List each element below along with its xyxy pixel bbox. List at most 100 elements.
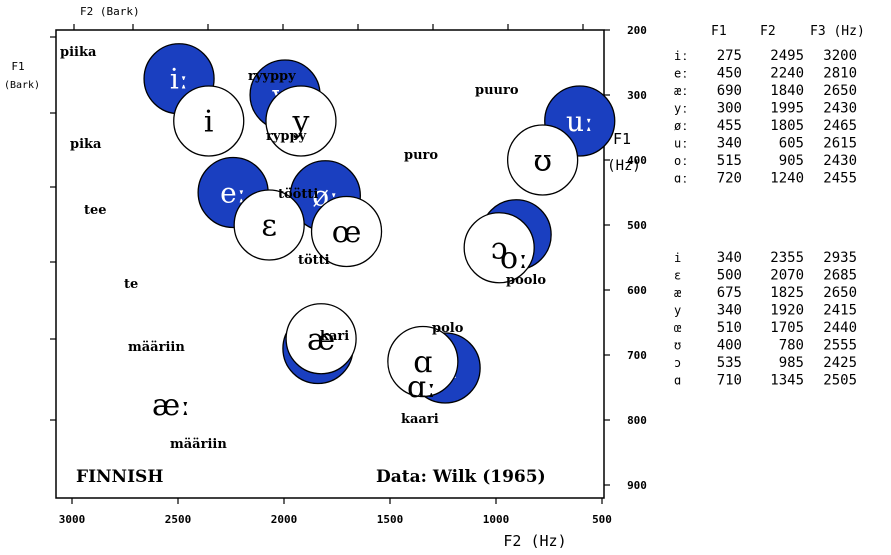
x-tick-label: 2000 [271, 513, 298, 526]
example-word: tötti [298, 253, 330, 268]
y-tick-label: 200 [627, 24, 647, 37]
table-cell: 2240 [770, 66, 804, 82]
vowel-symbol: i [204, 105, 214, 140]
example-word: ryyppy [248, 69, 296, 84]
vowel-symbol: œ [332, 215, 362, 250]
table-header: F2 [760, 24, 776, 39]
x-axis: 3000 2500 2000 1500 1000 500 [59, 498, 612, 526]
table-cell: 2430 [823, 101, 857, 117]
table-cell: 2810 [823, 66, 857, 82]
left-axis-label-bark: (Bark) [4, 80, 40, 91]
table-cell: 2455 [823, 171, 857, 187]
table-cell: 2070 [770, 268, 804, 284]
table-cell: 2685 [823, 268, 857, 284]
table-cell: 1840 [770, 83, 804, 99]
example-word: piika [60, 45, 97, 60]
example-word: määriin [128, 340, 185, 355]
table-cell: ɑː [674, 172, 688, 186]
table-cell: 720 [717, 171, 742, 187]
table-cell: 2495 [770, 48, 804, 64]
table-cell: 2650 [823, 285, 857, 301]
x-axis-label: F2 (Hz) [503, 532, 566, 550]
table-cell: 515 [717, 153, 742, 169]
table-cell: 905 [779, 153, 804, 169]
table-cell: 2650 [823, 83, 857, 99]
table-cell: 1825 [770, 285, 804, 301]
table-cell: yː [674, 102, 688, 116]
vowel-symbol: ɑ [413, 345, 432, 380]
table-cell: 1240 [770, 171, 804, 187]
vowel-symbol-outside: æː [152, 388, 190, 423]
formant-table: F1 F2 F3 (Hz) iː 275 2495 3200 eː 450 2240 2810 æː 6… [674, 24, 865, 389]
y-tick-label: 800 [627, 414, 647, 427]
table-cell: 2465 [823, 118, 857, 134]
table-cell: 690 [717, 83, 742, 99]
x-tick-label: 1000 [483, 513, 510, 526]
x-tick-label: 2500 [165, 513, 192, 526]
vowel-symbol: y [291, 105, 309, 140]
table-cell: 605 [779, 136, 804, 152]
vowel-markers: iːeːæːyːøːuːoːɑːiɛæyœʊɔɑæːoːɑː [143, 43, 616, 423]
table-cell: 535 [717, 355, 742, 371]
table-cell: 340 [717, 136, 742, 152]
vowel-circle [463, 212, 535, 284]
table-cell: 780 [779, 338, 804, 354]
x-tick-label: 1500 [377, 513, 404, 526]
table-cell: ɑ [674, 374, 681, 388]
table-cell: 510 [717, 320, 742, 336]
example-word: tee [84, 203, 107, 218]
table-cell: 340 [717, 303, 742, 319]
table-cell: 3200 [823, 48, 857, 64]
table-cell: ɔ [674, 356, 681, 370]
y-tick-label: 300 [627, 89, 647, 102]
source-note: Data: Wilk (1965) [376, 467, 546, 487]
table-cell: y [674, 304, 681, 318]
top-axis-label: F2 (Bark) [80, 5, 140, 18]
y-tick-label: 600 [627, 284, 647, 297]
x-tick-label: 500 [592, 513, 612, 526]
left-axis-label-f1: F1 [11, 60, 24, 73]
example-word: kaari [401, 412, 439, 427]
table-header: F1 [711, 24, 727, 39]
table-cell: 500 [717, 268, 742, 284]
table-cell: 1995 [770, 101, 804, 117]
example-word: kari [320, 329, 349, 344]
right-axis-label-hz: (Hz) [607, 158, 641, 174]
table-cell: eː [674, 67, 688, 81]
x-tick-label: 3000 [59, 513, 86, 526]
table-cell: 2430 [823, 153, 857, 169]
table-cell: 275 [717, 48, 742, 64]
table-cell: 710 [717, 373, 742, 389]
y-tick-label: 700 [627, 349, 647, 362]
table-cell: 2425 [823, 355, 857, 371]
vowel-symbol-outside: oː [500, 241, 528, 276]
table-cell: øː [674, 119, 688, 133]
vowel-circle [387, 325, 459, 398]
example-words: piika tee määriin ryyppy töötti puuro poolo kaa… [60, 45, 546, 452]
example-word: poolo [506, 273, 546, 288]
y-tick-label: 500 [627, 219, 647, 232]
table-cell: 1920 [770, 303, 804, 319]
table-cell: 400 [717, 338, 742, 354]
right-axis-label-f1: F1 [613, 130, 631, 148]
vowel-circle [285, 303, 357, 375]
table-cell: 2505 [823, 373, 857, 389]
table-header: F3 (Hz) [810, 24, 865, 39]
example-word: polo [432, 321, 464, 336]
table-cell: 2555 [823, 338, 857, 354]
table-cell: 340 [717, 250, 742, 266]
table-cell: 300 [717, 101, 742, 117]
table-cell: 985 [779, 355, 804, 371]
vowel-circle [233, 189, 305, 261]
table-cell: œ [674, 321, 682, 335]
y-tick-label: 400 [627, 154, 647, 167]
vowel-circle [265, 85, 337, 157]
example-word: töötti [278, 187, 318, 202]
example-word: puro [404, 148, 438, 163]
table-cell: 2355 [770, 250, 804, 266]
table-cell: æː [674, 84, 688, 98]
table-cell: ɛ [674, 269, 681, 283]
chart-title: FINNISH [76, 467, 163, 487]
vowel-circle [173, 85, 245, 157]
table-cell: 2415 [823, 303, 857, 319]
